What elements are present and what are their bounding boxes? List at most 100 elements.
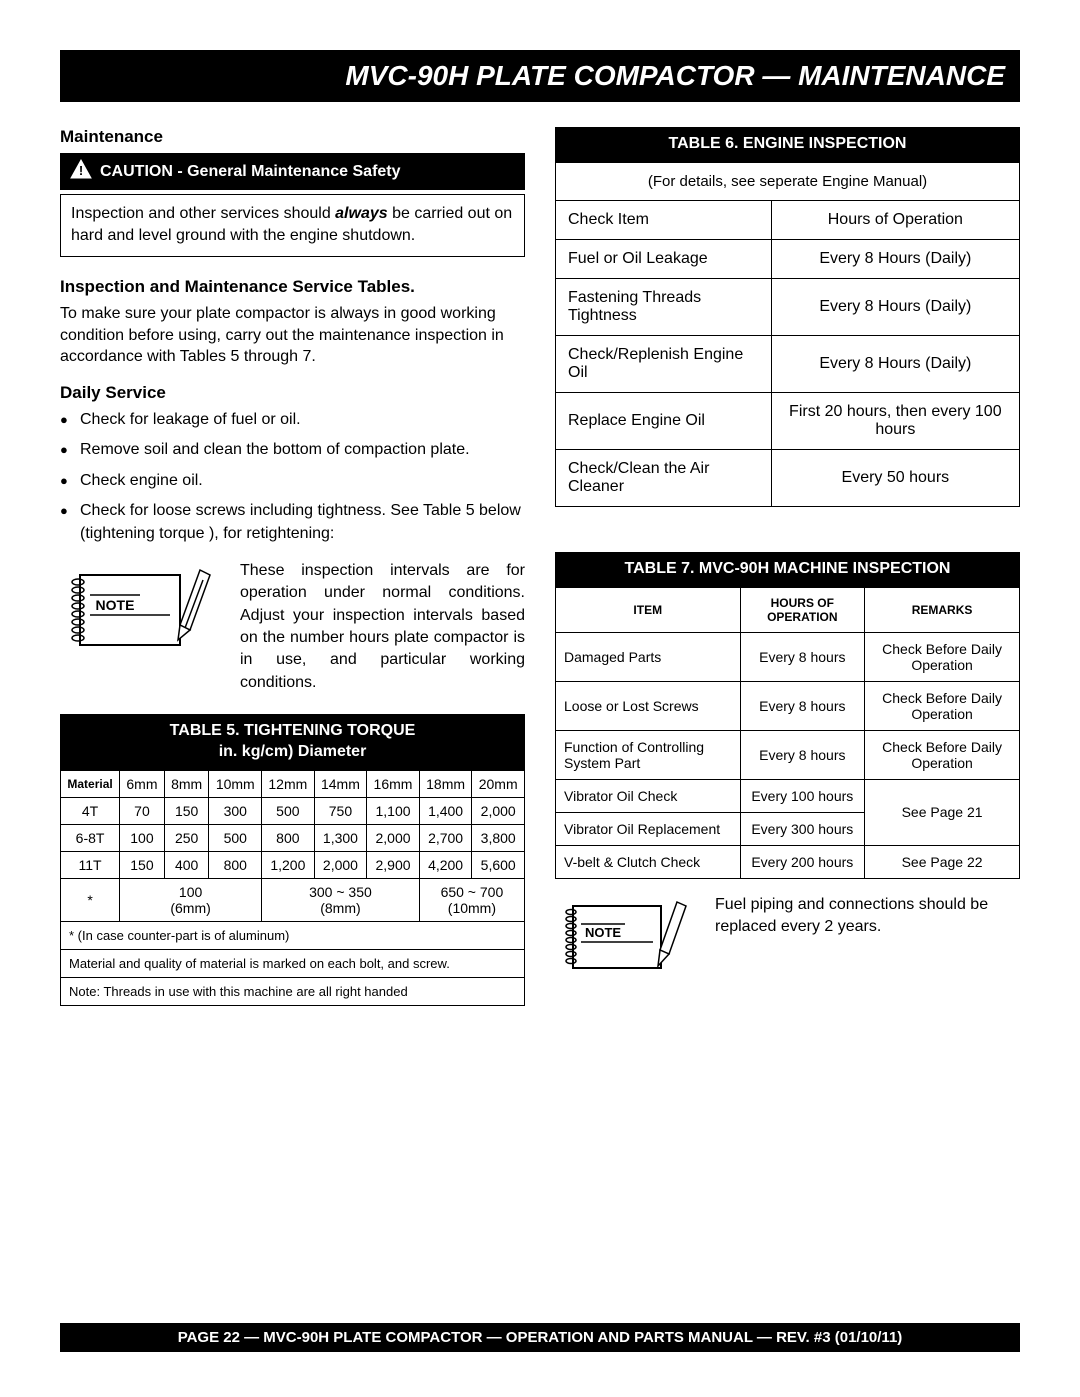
td: 800 xyxy=(209,851,262,878)
note-text: These inspection intervals are for opera… xyxy=(240,560,525,694)
td: Material and quality of material is mark… xyxy=(61,949,525,977)
td: 1,100 xyxy=(367,797,420,824)
caution-label: CAUTION - General Maintenance Safety xyxy=(100,163,401,181)
table5-col-label: Material xyxy=(61,770,120,797)
td: 800 xyxy=(262,824,315,851)
table5-title-l1: TABLE 5. TIGHTENING TORQUE xyxy=(170,722,416,739)
daily-list: Check for leakage of fuel or oil. Remove… xyxy=(60,409,525,545)
table-row: 6-8T 1002505008001,3002,0002,7003,800 xyxy=(61,824,525,851)
table5-title: TABLE 5. TIGHTENING TORQUE in. kg/cm) Di… xyxy=(60,714,525,770)
list-item: Remove soil and clean the bottom of comp… xyxy=(60,439,525,461)
maintenance-heading: Maintenance xyxy=(60,127,525,147)
td: 400 xyxy=(164,851,209,878)
table7: ITEM HOURS OF OPERATION REMARKS Damaged … xyxy=(555,587,1020,879)
td: Every 8 hours xyxy=(740,730,865,779)
td: Every 300 hours xyxy=(740,812,865,845)
td: 300 xyxy=(209,797,262,824)
table6-subhead: (For details, see seperate Engine Manual… xyxy=(556,162,1020,200)
th: 6mm xyxy=(120,770,165,797)
td: 500 xyxy=(262,797,315,824)
page-header: MVC-90H PLATE COMPACTOR — MAINTENANCE xyxy=(60,50,1020,102)
td: Fuel or Oil Leakage xyxy=(556,239,772,278)
table5-wrap: TABLE 5. TIGHTENING TORQUE in. kg/cm) Di… xyxy=(60,714,525,1006)
table-row: Vibrator Oil CheckEvery 100 hoursSee Pag… xyxy=(556,779,1020,812)
table-row: Fastening Threads TightnessEvery 8 Hours… xyxy=(556,278,1020,335)
td: Check Before Daily Operation xyxy=(865,632,1020,681)
td: Every 100 hours xyxy=(740,779,865,812)
td: Every 8 Hours (Daily) xyxy=(771,335,1019,392)
td: Damaged Parts xyxy=(556,632,741,681)
caution-text-bold: always xyxy=(335,205,387,222)
td: Check/Clean the Air Cleaner xyxy=(556,449,772,506)
caution-text-a: Inspection and other services should xyxy=(71,205,335,222)
td: 1,300 xyxy=(314,824,367,851)
td: 300 ~ 350(8mm) xyxy=(262,878,420,921)
table-row: * (In case counter-part is of aluminum) xyxy=(61,921,525,949)
td: See Page 22 xyxy=(865,845,1020,878)
table-row: Check/Replenish Engine OilEvery 8 Hours … xyxy=(556,335,1020,392)
table-row: * 100(6mm) 300 ~ 350(8mm) 650 ~ 700(10mm… xyxy=(61,878,525,921)
td: 100 xyxy=(120,824,165,851)
td: Loose or Lost Screws xyxy=(556,681,741,730)
th: 8mm xyxy=(164,770,209,797)
table-row: Check Item Hours of Operation xyxy=(556,200,1020,239)
td: Check/Replenish Engine Oil xyxy=(556,335,772,392)
right-note-text: Fuel piping and connections should be re… xyxy=(715,894,1020,939)
table-row: (For details, see seperate Engine Manual… xyxy=(556,162,1020,200)
right-note-row: NOTE Fuel piping and connections should … xyxy=(555,894,1020,984)
td: 4T xyxy=(61,797,120,824)
table-row: Note: Threads in use with this machine a… xyxy=(61,977,525,1005)
td: Every 50 hours xyxy=(771,449,1019,506)
td: 2,000 xyxy=(367,824,420,851)
td: 500 xyxy=(209,824,262,851)
table-row: Loose or Lost ScrewsEvery 8 hoursCheck B… xyxy=(556,681,1020,730)
th: Hours of Operation xyxy=(771,200,1019,239)
td: Every 8 Hours (Daily) xyxy=(771,239,1019,278)
td: 150 xyxy=(120,851,165,878)
td: 750 xyxy=(314,797,367,824)
list-item: Check for leakage of fuel or oil. xyxy=(60,409,525,431)
list-item: Check engine oil. xyxy=(60,470,525,492)
td: Every 8 Hours (Daily) xyxy=(771,278,1019,335)
th: REMARKS xyxy=(865,587,1020,632)
td: Vibrator Oil Check xyxy=(556,779,741,812)
td: 6-8T xyxy=(61,824,120,851)
table-row: Check/Clean the Air CleanerEvery 50 hour… xyxy=(556,449,1020,506)
table5-title-l2: in. kg/cm) Diameter xyxy=(219,743,367,760)
note-row: NOTE These inspection intervals are for … xyxy=(60,560,525,694)
note-icon: NOTE xyxy=(555,894,700,984)
left-column: Maintenance ! CAUTION - General Maintena… xyxy=(60,127,525,1006)
th: 12mm xyxy=(262,770,315,797)
table-row: Replace Engine OilFirst 20 hours, then e… xyxy=(556,392,1020,449)
th: 14mm xyxy=(314,770,367,797)
page-footer: PAGE 22 — MVC-90H PLATE COMPACTOR — OPER… xyxy=(60,1323,1020,1352)
table-row: Material 6mm 8mm 10mm 12mm 14mm 16mm 18m… xyxy=(61,770,525,797)
table-row: Fuel or Oil LeakageEvery 8 Hours (Daily) xyxy=(556,239,1020,278)
td: * (In case counter-part is of aluminum) xyxy=(61,921,525,949)
imt-body: To make sure your plate compactor is alw… xyxy=(60,303,525,368)
td: Function of Controlling System Part xyxy=(556,730,741,779)
list-item: Check for loose screws including tightne… xyxy=(60,500,525,545)
td: 4,200 xyxy=(419,851,472,878)
daily-heading: Daily Service xyxy=(60,383,525,403)
th: 16mm xyxy=(367,770,420,797)
td: 5,600 xyxy=(472,851,525,878)
table6: (For details, see seperate Engine Manual… xyxy=(555,162,1020,507)
td: First 20 hours, then every 100 hours xyxy=(771,392,1019,449)
td: Replace Engine Oil xyxy=(556,392,772,449)
td: 2,700 xyxy=(419,824,472,851)
svg-text:NOTE: NOTE xyxy=(96,597,135,613)
caution-box: Inspection and other services should alw… xyxy=(60,194,525,257)
th: ITEM xyxy=(556,587,741,632)
table-row: V-belt & Clutch CheckEvery 200 hoursSee … xyxy=(556,845,1020,878)
td: Every 200 hours xyxy=(740,845,865,878)
th: HOURS OF OPERATION xyxy=(740,587,865,632)
th: Check Item xyxy=(556,200,772,239)
table-row: ITEM HOURS OF OPERATION REMARKS xyxy=(556,587,1020,632)
td: 3,800 xyxy=(472,824,525,851)
warning-icon: ! xyxy=(70,159,92,184)
td: 2,000 xyxy=(472,797,525,824)
note-icon: NOTE xyxy=(60,560,225,660)
table6-title: TABLE 6. ENGINE INSPECTION xyxy=(555,127,1020,162)
table5: Material 6mm 8mm 10mm 12mm 14mm 16mm 18m… xyxy=(60,770,525,1006)
